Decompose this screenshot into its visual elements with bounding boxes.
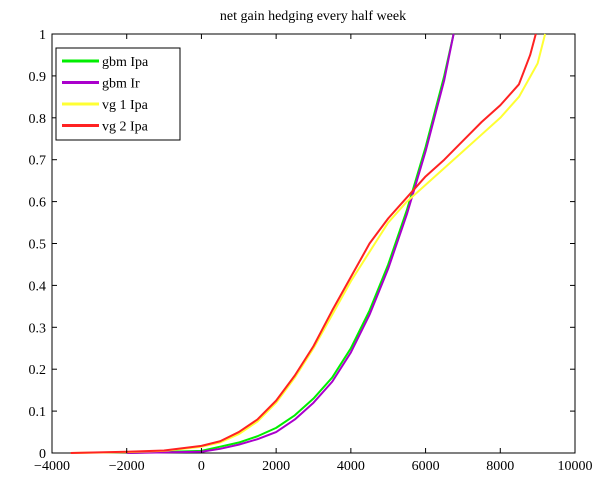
x-tick-label: −2000	[109, 459, 145, 474]
x-tick-label: 10000	[558, 459, 593, 474]
series-line-4	[70, 33, 537, 454]
series-line-1	[126, 33, 455, 454]
y-tick-label: 0.8	[29, 112, 47, 127]
legend-label: vg 2 Ipa	[102, 120, 149, 135]
series-layer	[70, 33, 547, 454]
y-tick-label: 0.4	[29, 279, 47, 294]
y-tick-label: 0.3	[29, 321, 47, 336]
x-tick-label: 6000	[412, 459, 440, 474]
y-tick-label: 0.7	[29, 154, 47, 169]
ticks-layer: −4000 −2000 0 2000 4000 6000 8000 10000 0 0.1 0.2 0…	[29, 28, 593, 474]
legend-label: vg 1 Ipa	[102, 98, 149, 113]
x-tick-label: −4000	[34, 459, 70, 474]
series-line-2	[126, 33, 455, 454]
legend-label: gbm Ir	[102, 77, 140, 92]
y-tick-label: 0	[39, 447, 46, 462]
chart-title: net gain hedging every half week	[220, 9, 406, 24]
y-tick-label: 0.5	[29, 238, 47, 253]
x-tick-label: 4000	[337, 459, 365, 474]
series-line-3	[70, 33, 547, 454]
y-tick-label: 0.6	[29, 196, 47, 211]
x-tick-label: 8000	[486, 459, 514, 474]
y-tick-label: 1	[39, 28, 46, 43]
legend: gbm Ipa gbm Ir vg 1 Ipa vg 2 Ipa	[55, 47, 181, 141]
y-tick-label: 0.2	[29, 363, 47, 378]
x-tick-label: 0	[198, 459, 205, 474]
x-tick-label: 2000	[262, 459, 290, 474]
y-tick-label: 0.9	[29, 70, 47, 85]
legend-label: gbm Ipa	[102, 55, 149, 70]
y-tick-label: 0.1	[29, 405, 47, 420]
